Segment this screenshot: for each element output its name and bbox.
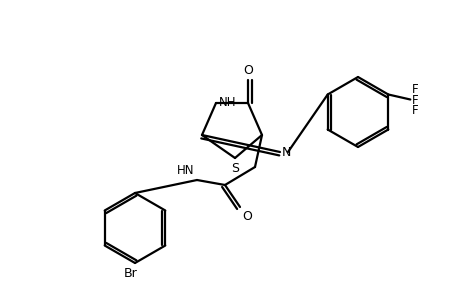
Text: HN: HN	[176, 164, 194, 177]
Text: Br: Br	[124, 267, 138, 280]
Text: O: O	[241, 210, 252, 223]
Text: F: F	[411, 104, 418, 117]
Text: S: S	[230, 162, 239, 175]
Text: NH: NH	[218, 95, 236, 109]
Text: N: N	[281, 146, 291, 158]
Text: O: O	[242, 64, 252, 77]
Text: F: F	[411, 83, 418, 96]
Text: F: F	[411, 94, 418, 107]
